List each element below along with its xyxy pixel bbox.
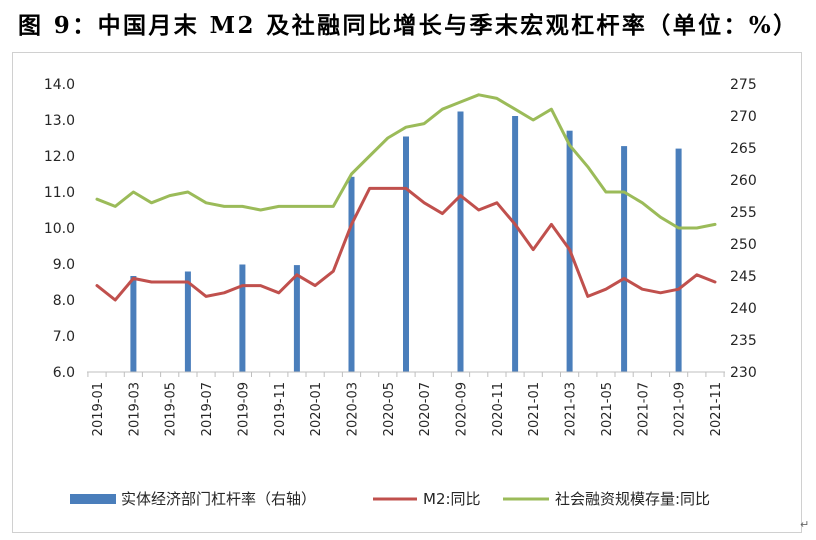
- x-tick-label: 2021-11: [709, 382, 724, 436]
- x-tick-label: 2019-05: [164, 382, 179, 436]
- x-tick-label: 2020-11: [491, 382, 506, 436]
- x-tick-label: 2019-09: [236, 382, 251, 436]
- y-left-tick-label: 8.0: [53, 293, 75, 309]
- line-series-group: [95, 93, 717, 302]
- x-tick-label: 2019-07: [200, 382, 215, 436]
- chart-title: 图 9：中国月末 M2 及社融同比增长与季末宏观杠杆率（单位：%）: [18, 12, 799, 39]
- y-left-tick-label: 11.0: [44, 185, 75, 201]
- bar-2021-06: [621, 146, 628, 372]
- x-tick-label: 2021-07: [636, 382, 651, 436]
- bar-2020-03: [348, 176, 355, 372]
- y-right-tick-label: 255: [730, 205, 757, 221]
- bar-2021-09: [675, 148, 682, 372]
- y-right-tick-label: 235: [730, 333, 757, 349]
- x-tick-label: 2021-01: [527, 382, 542, 436]
- bar-2019-09: [239, 264, 246, 372]
- y-right-tick-label: 265: [730, 141, 757, 157]
- line-m2-yoy: [95, 186, 717, 302]
- y-right-tick-label: 240: [730, 301, 757, 317]
- y-left-tick-label: 12.0: [44, 149, 75, 165]
- y-left-tick-label: 7.0: [53, 329, 75, 345]
- combo-chart: 2019-01 2019-03 2019-05 2019-07 2019-09 2019-…: [44, 77, 757, 508]
- y-right-tick-label: 275: [730, 77, 757, 93]
- return-mark: ↵: [800, 518, 810, 531]
- y-left-tick-label: 13.0: [44, 113, 75, 129]
- y-right-tick-label: 270: [730, 109, 757, 125]
- legend-label-bar: 实体经济部门杠杆率（右轴）: [121, 490, 316, 508]
- x-tick-label: 2019-01: [91, 382, 106, 436]
- line-social-financing-yoy: [95, 93, 717, 230]
- legend-swatch-bar: [70, 494, 116, 504]
- x-tick-label: 2020-03: [346, 382, 361, 436]
- bar-2020-09: [457, 111, 464, 372]
- bar-2019-12: [293, 265, 300, 372]
- y-left-tick-label: 6.0: [53, 365, 75, 381]
- x-tick-label: 2020-07: [418, 382, 433, 436]
- x-tick-label: 2021-03: [564, 382, 579, 436]
- legend-label-m2: M2:同比: [423, 490, 481, 508]
- y-left-tick-label: 10.0: [44, 221, 75, 237]
- bar-series-leverage-ratio: [130, 111, 682, 372]
- y-right-tick-label: 260: [730, 173, 757, 189]
- x-tick-label: 2020-05: [382, 382, 397, 436]
- y-right-tick-label: 245: [730, 269, 757, 285]
- y-left-tick-label: 14.0: [44, 77, 75, 93]
- legend: 实体经济部门杠杆率（右轴） M2:同比 社会融资规模存量:同比: [70, 490, 710, 508]
- bar-2019-06: [184, 271, 191, 372]
- x-tick-label: 2021-09: [673, 382, 688, 436]
- bar-2019-03: [130, 276, 137, 372]
- x-tick-label: 2021-05: [600, 382, 615, 436]
- x-tick-label: 2020-09: [455, 382, 470, 436]
- chart-frame: 2019-01 2019-03 2019-05 2019-07 2019-09 2019-…: [12, 52, 802, 533]
- x-tick-label: 2019-03: [127, 382, 142, 436]
- legend-label-social-financing: 社会融资规模存量:同比: [555, 490, 710, 508]
- y-right-tick-label: 230: [730, 365, 757, 381]
- bar-2020-12: [512, 116, 519, 372]
- x-tick-label: 2019-11: [273, 382, 288, 436]
- x-tick-label: 2020-01: [309, 382, 324, 436]
- y-right-tick-label: 250: [730, 237, 757, 253]
- axes: 2019-01 2019-03 2019-05 2019-07 2019-09 2019-…: [44, 77, 757, 436]
- bar-2020-06: [403, 136, 409, 372]
- y-left-tick-label: 9.0: [53, 257, 75, 273]
